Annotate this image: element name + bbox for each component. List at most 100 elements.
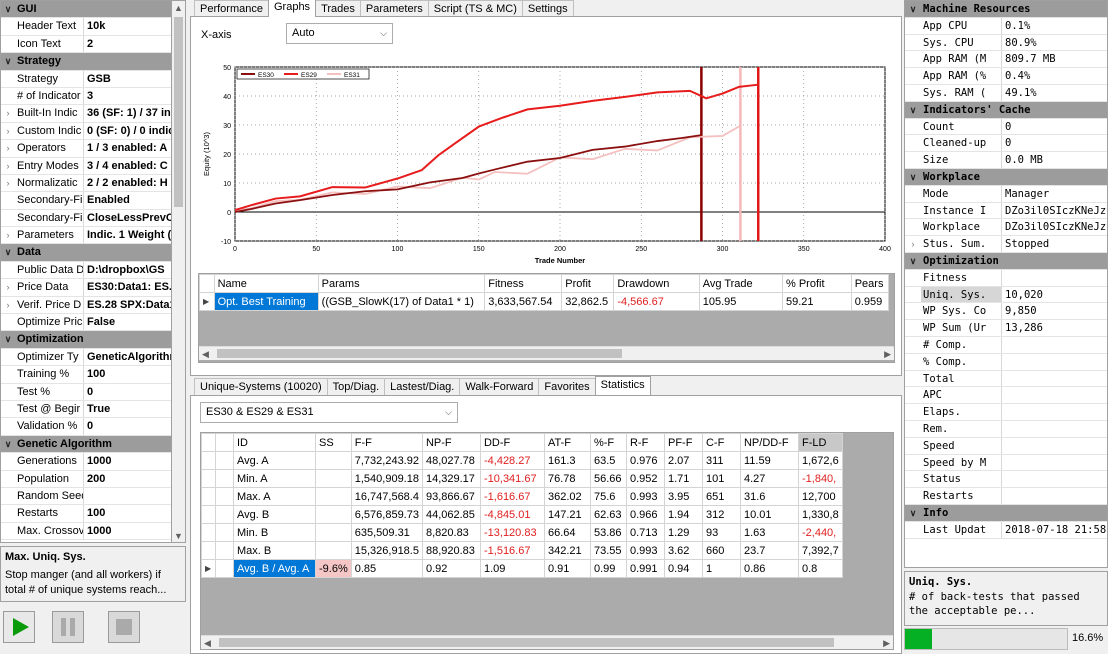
- stat-cell[interactable]: 0.991: [625, 559, 665, 578]
- status-row[interactable]: Elaps.: [905, 404, 1107, 421]
- tab-top-diag[interactable]: Top/Diag.: [326, 378, 386, 395]
- property-value[interactable]: 0 (SF: 0) / 0 indic: [87, 124, 171, 137]
- stat-cell[interactable]: 0.966: [625, 505, 665, 524]
- stat-cell[interactable]: 14,329.17: [421, 469, 481, 488]
- property-value[interactable]: Indic. 1 Weight (: [87, 229, 171, 242]
- stat-cell[interactable]: 10.01: [739, 505, 799, 524]
- expand-chevron-icon[interactable]: ›: [6, 143, 10, 154]
- cell-avg-trade[interactable]: 105.95: [698, 292, 784, 311]
- collapse-chevron-icon[interactable]: ∨: [4, 56, 12, 67]
- table-row[interactable]: Max. B 15,326,918.5 88,920.83 -1,516.67 342.…: [201, 541, 843, 560]
- results-hscrollbar[interactable]: ◀ ▶: [199, 346, 894, 360]
- table-row[interactable]: Avg. A 7,732,243.92 48,027.78 -4,428.27 161.…: [201, 451, 843, 470]
- property-row[interactable]: › Custom Indic 0 (SF: 0) / 0 indic: [1, 122, 171, 141]
- expand-chevron-icon[interactable]: ›: [6, 230, 10, 241]
- status-row[interactable]: App RAM (% 0.4%: [905, 68, 1107, 85]
- stat-cell[interactable]: -10,341.67: [479, 469, 545, 488]
- stat-cell[interactable]: -4,428.27: [479, 451, 545, 470]
- stat-cell[interactable]: [315, 469, 352, 488]
- category-row[interactable]: ∨ Info: [905, 504, 1107, 522]
- stat-cell[interactable]: -4,845.01: [479, 505, 545, 524]
- stat-cell[interactable]: -2,440,: [797, 523, 843, 542]
- category-row[interactable]: ∨ Data: [1, 244, 171, 262]
- property-row[interactable]: Test % 0: [1, 383, 171, 401]
- property-value[interactable]: 0: [87, 420, 94, 433]
- stat-cell[interactable]: 8,820.83: [421, 523, 481, 542]
- expand-chevron-icon[interactable]: ›: [911, 239, 915, 250]
- stat-cell[interactable]: 0.8: [797, 559, 843, 578]
- status-row[interactable]: # Comp.: [905, 336, 1107, 354]
- stat-cell[interactable]: 0.91: [543, 559, 591, 578]
- stat-cell[interactable]: [315, 451, 352, 470]
- stat-cell[interactable]: 101: [701, 469, 741, 488]
- column-header[interactable]: Fitness: [484, 274, 563, 293]
- status-row[interactable]: Sys. RAM (49.1%: [905, 84, 1107, 102]
- category-row[interactable]: ∨ Strategy: [1, 53, 171, 71]
- property-value[interactable]: D:\dropbox\GS: [87, 263, 165, 276]
- property-row[interactable]: Population 200: [1, 470, 171, 488]
- property-value[interactable]: ES30:Data1: ES.2: [87, 281, 171, 294]
- collapse-chevron-icon[interactable]: ∨: [909, 104, 917, 115]
- tab-performance[interactable]: Performance: [194, 0, 269, 17]
- cell-pct-profit[interactable]: 59.21: [782, 292, 852, 311]
- property-value[interactable]: [84, 488, 171, 504]
- property-value[interactable]: 0: [87, 385, 94, 398]
- column-header[interactable]: C-F: [701, 433, 741, 452]
- status-row[interactable]: Last Updat 2018-07-18 21:58: [905, 521, 1107, 539]
- status-row[interactable]: Speed by M: [905, 454, 1107, 472]
- stat-cell[interactable]: 1,540,909.18: [350, 469, 423, 488]
- collapse-chevron-icon[interactable]: ∨: [909, 4, 917, 14]
- stat-cell[interactable]: 1.94: [663, 505, 703, 524]
- stat-cell[interactable]: 147.21: [543, 505, 591, 524]
- stat-cell[interactable]: -1,516.67: [479, 541, 545, 560]
- stat-cell[interactable]: 4.27: [739, 469, 799, 488]
- stat-cell[interactable]: 0.86: [739, 559, 799, 578]
- property-row[interactable]: › Normalizatic 2 / 2 enabled: H: [1, 174, 171, 193]
- stat-cell[interactable]: 73.55: [589, 541, 627, 560]
- category-row[interactable]: ∨ Workplace: [905, 168, 1107, 186]
- stat-cell[interactable]: 1,672,6: [797, 451, 843, 470]
- stat-cell[interactable]: 15,326,918.5: [350, 541, 423, 560]
- status-row[interactable]: Uniq. Sys. 10,020: [905, 286, 1107, 304]
- expand-chevron-icon[interactable]: ›: [6, 125, 10, 136]
- stat-cell[interactable]: Max. A: [233, 487, 316, 506]
- cell-name[interactable]: Opt. Best Training: [213, 292, 319, 311]
- scroll-down-icon[interactable]: ▼: [174, 531, 183, 541]
- property-row[interactable]: Validation % 0: [1, 418, 171, 436]
- stat-cell[interactable]: 635,509.31: [350, 523, 423, 542]
- column-header[interactable]: F-LD: [797, 433, 843, 452]
- property-row[interactable]: Generations 1000: [1, 453, 171, 471]
- scroll-up-icon[interactable]: ▲: [174, 3, 183, 13]
- stat-cell[interactable]: 56.66: [589, 469, 627, 488]
- stat-cell[interactable]: 66.64: [543, 523, 591, 542]
- stat-cell[interactable]: [315, 505, 352, 524]
- status-row[interactable]: Count 0: [905, 118, 1107, 136]
- table-row[interactable]: Min. A 1,540,909.18 14,329.17 -10,341.67 76.…: [201, 469, 843, 488]
- scrollbar-thumb[interactable]: [219, 638, 834, 647]
- cell-profit[interactable]: 32,862.5: [561, 292, 615, 311]
- stat-cell[interactable]: 311: [701, 451, 741, 470]
- tab-script-ts-mc[interactable]: Script (TS & MC): [427, 0, 523, 17]
- status-row[interactable]: Speed: [905, 437, 1107, 455]
- stat-cell[interactable]: 63.5: [589, 451, 627, 470]
- tab-lastest-diag[interactable]: Lastest/Diag.: [384, 378, 461, 395]
- tab-walk-forward[interactable]: Walk-Forward: [459, 378, 540, 395]
- property-row[interactable]: Optimize Pric False: [1, 314, 171, 332]
- stat-cell[interactable]: 75.6: [589, 487, 627, 506]
- tab-favorites[interactable]: Favorites: [538, 378, 596, 395]
- property-row[interactable]: Strategy GSB: [1, 70, 171, 88]
- property-value[interactable]: 1000: [87, 524, 112, 537]
- scroll-right-icon[interactable]: ▶: [884, 349, 891, 359]
- property-row[interactable]: Random Seed: [1, 487, 171, 506]
- stat-cell[interactable]: [315, 487, 352, 506]
- stat-cell[interactable]: -1,616.67: [479, 487, 545, 506]
- stat-cell[interactable]: 16,747,568.4: [350, 487, 423, 506]
- start-button[interactable]: [3, 611, 35, 643]
- tab-trades[interactable]: Trades: [315, 0, 361, 17]
- collapse-chevron-icon[interactable]: ∨: [909, 171, 917, 182]
- collapse-chevron-icon[interactable]: ∨: [4, 4, 12, 14]
- category-row[interactable]: ∨ Indicators' Cache: [905, 101, 1107, 119]
- stat-cell[interactable]: Avg. A: [233, 451, 316, 470]
- stat-cell[interactable]: 0.976: [625, 451, 665, 470]
- stat-cell[interactable]: -9.6%: [315, 559, 352, 578]
